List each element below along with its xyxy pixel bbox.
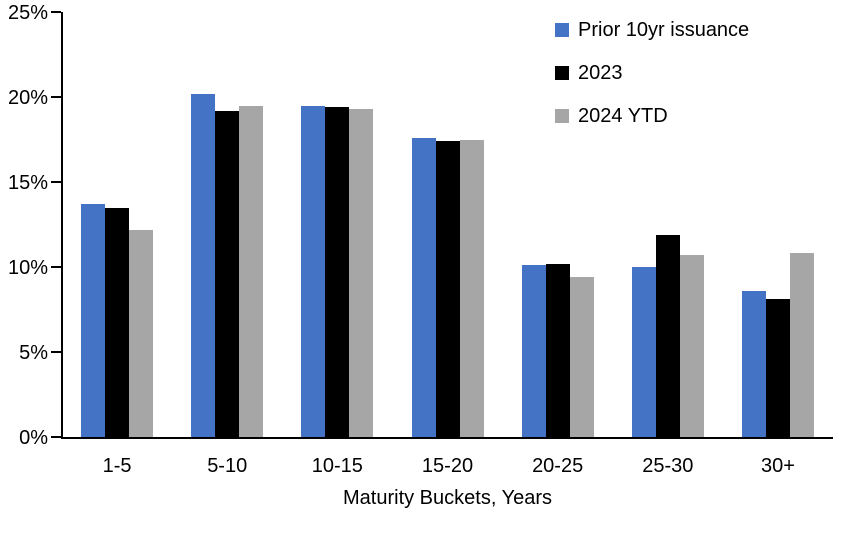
x-axis-category-label: 25-30 xyxy=(642,455,694,477)
bar-2024-ytd-30+ xyxy=(789,253,814,437)
bar-2023-5-10 xyxy=(215,110,240,437)
legend-label: Prior 10yr issuance xyxy=(578,18,750,41)
bar-2023-10-15 xyxy=(325,107,350,437)
x-axis-category-label: 30+ xyxy=(760,455,795,477)
bar-prior-10yr-issuance-25-30 xyxy=(631,267,656,437)
y-axis-tick xyxy=(51,351,61,353)
bar-prior-10yr-issuance-30+ xyxy=(741,290,766,437)
y-axis-tick-label: 10% xyxy=(7,257,48,279)
bar-prior-10yr-issuance-10-15 xyxy=(301,105,326,437)
y-axis-tick-label: 0% xyxy=(19,427,48,449)
x-axis-category-label: 1-5 xyxy=(102,455,132,477)
y-axis-tick-label: 20% xyxy=(7,87,48,109)
legend-label: 2023 xyxy=(578,61,623,84)
legend-swatch-icon xyxy=(555,23,569,37)
bar-2023-30+ xyxy=(765,299,790,437)
y-axis-tick-label: 5% xyxy=(19,342,48,364)
bar-prior-10yr-issuance-15-20 xyxy=(411,137,436,437)
legend-swatch-icon xyxy=(555,66,569,80)
x-axis-line xyxy=(61,437,833,439)
legend-item-2024-ytd: 2024 YTD xyxy=(555,104,668,128)
bar-2024-ytd-10-15 xyxy=(349,108,374,437)
y-axis-tick xyxy=(51,96,61,98)
x-axis-category-label: 20-25 xyxy=(532,455,584,477)
legend-item-2023: 2023 xyxy=(555,61,623,85)
bar-2023-20-25 xyxy=(545,263,570,437)
y-axis-tick-label: 15% xyxy=(7,172,48,194)
y-axis-line xyxy=(61,12,63,439)
bar-2024-ytd-5-10 xyxy=(239,105,264,437)
y-axis-tick xyxy=(51,436,61,438)
bar-2023-25-30 xyxy=(655,234,680,437)
y-axis-tick xyxy=(51,266,61,268)
y-axis-tick xyxy=(51,11,61,13)
bar-2024-ytd-1-5 xyxy=(129,229,154,437)
x-axis-title: Maturity Buckets, Years xyxy=(343,487,552,509)
legend-label: 2024 YTD xyxy=(578,104,668,127)
legend-swatch-icon xyxy=(555,109,569,123)
bar-2024-ytd-25-30 xyxy=(679,255,704,437)
y-axis-tick xyxy=(51,181,61,183)
bar-prior-10yr-issuance-5-10 xyxy=(191,93,216,437)
bar-2023-1-5 xyxy=(105,207,130,437)
x-axis-category-label: 10-15 xyxy=(311,455,363,477)
bar-2024-ytd-15-20 xyxy=(459,139,484,437)
legend-item-prior-10yr-issuance: Prior 10yr issuance xyxy=(555,18,749,42)
x-axis-category-label: 15-20 xyxy=(421,455,474,477)
y-axis-tick-label: 25% xyxy=(7,2,48,24)
bar-2024-ytd-20-25 xyxy=(569,277,594,437)
bar-prior-10yr-issuance-20-25 xyxy=(521,265,546,437)
x-axis-category-label: 5-10 xyxy=(207,455,248,477)
bar-prior-10yr-issuance-1-5 xyxy=(81,204,106,437)
bar-2023-15-20 xyxy=(435,141,460,437)
